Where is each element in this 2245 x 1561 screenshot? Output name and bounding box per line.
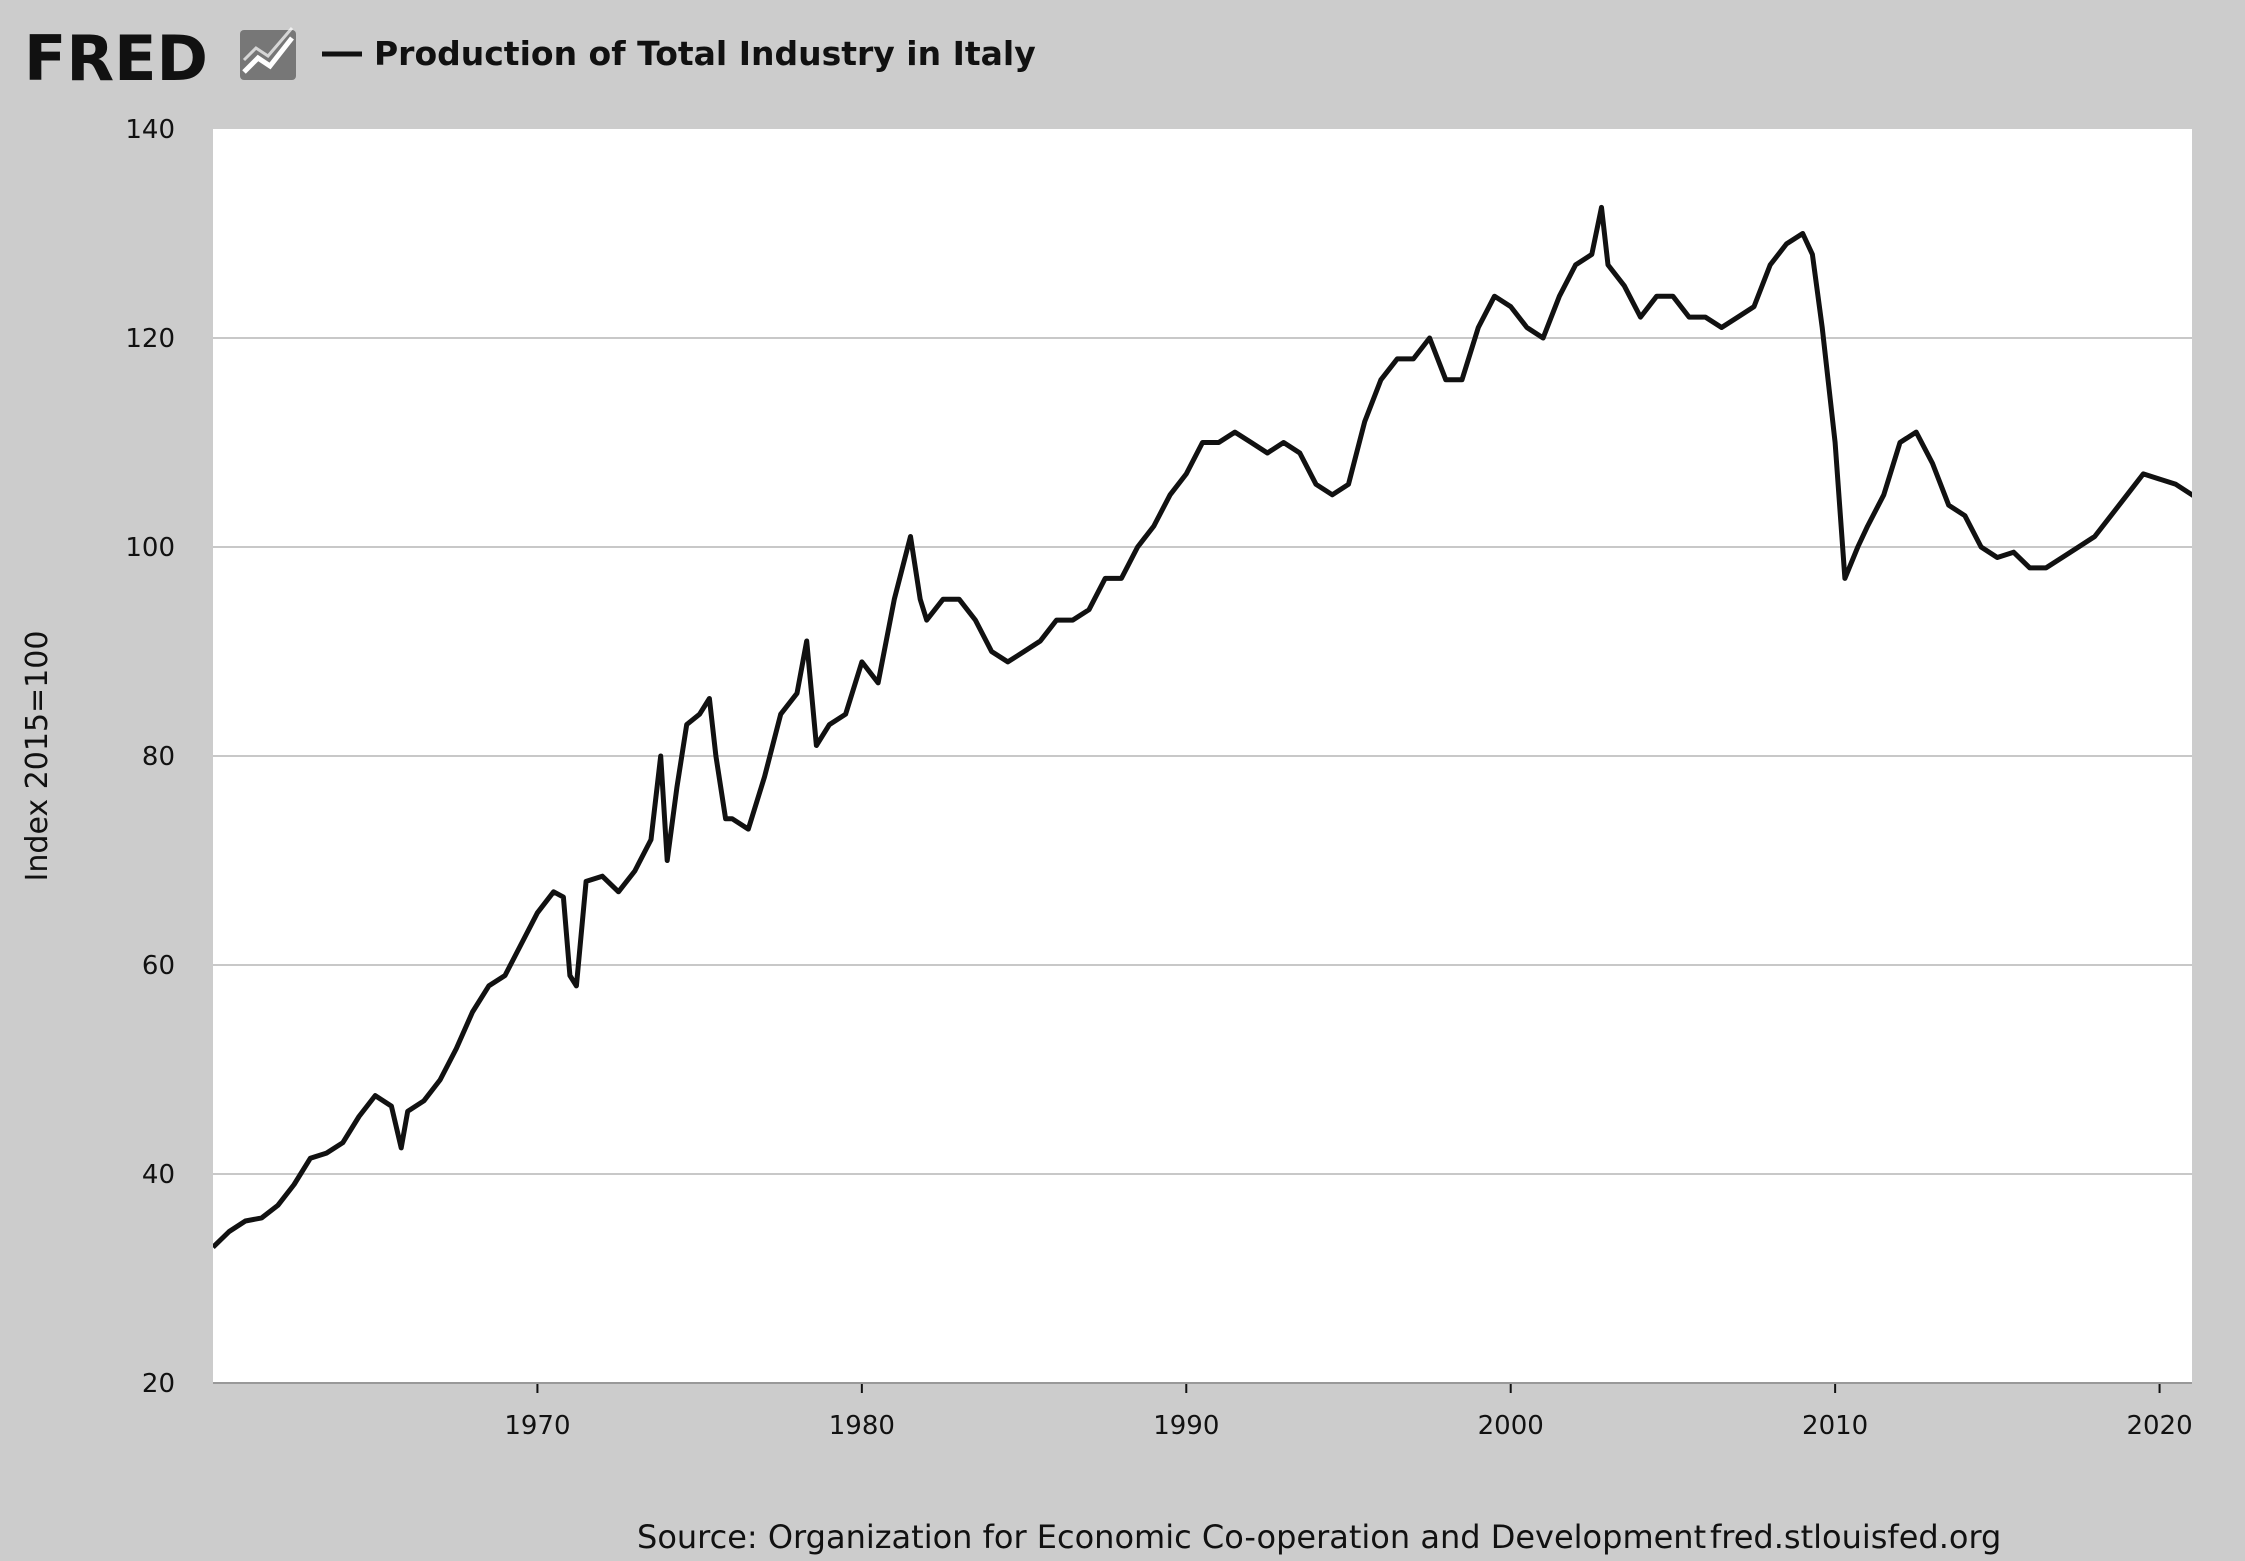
x-tick-label: 2020 [2126, 1411, 2192, 1441]
source-note: Source: Organization for Economic Co-ope… [637, 1518, 1706, 1556]
legend-label: Production of Total Industry in Italy [374, 34, 1036, 73]
x-tick-label: 2010 [1802, 1411, 1868, 1441]
x-tick-label: 2000 [1478, 1411, 1544, 1441]
y-tick-label: 20 [142, 1369, 175, 1399]
y-tick-label: 40 [142, 1160, 175, 1190]
y-tick-label: 60 [142, 951, 175, 981]
y-tick-label: 100 [125, 533, 175, 563]
y-axis-ticks: 20 40 60 80 100 120 140 [125, 115, 175, 1399]
x-tick-label: 1980 [829, 1411, 895, 1441]
x-tick-label: 1970 [504, 1411, 570, 1441]
x-axis-ticks: 1970 1980 1990 2000 2010 2020 [213, 1382, 2193, 1441]
y-axis-label: Index 2015=100 [20, 631, 55, 882]
fred-logo[interactable]: FRED [24, 22, 208, 95]
y-tick-label: 80 [142, 742, 175, 772]
gridlines [213, 337, 2192, 1175]
series-group [213, 204, 2192, 1249]
y-tick-label: 120 [125, 324, 175, 354]
x-tick-label: 1990 [1153, 1411, 1219, 1441]
header: FRED Production of Total Industry in Ita… [24, 22, 1036, 95]
legend: Production of Total Industry in Italy [322, 34, 1036, 73]
series-line [213, 204, 2192, 1249]
y-tick-label: 140 [125, 115, 175, 145]
site-link[interactable]: fred.stlouisfed.org [1710, 1518, 2001, 1556]
line-chart-icon [240, 27, 296, 80]
